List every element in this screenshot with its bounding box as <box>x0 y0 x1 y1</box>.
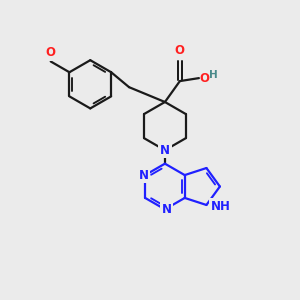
Text: N: N <box>161 203 171 216</box>
Text: N: N <box>139 169 149 182</box>
Text: O: O <box>200 72 209 85</box>
Text: NH: NH <box>211 200 231 213</box>
Text: O: O <box>175 44 185 56</box>
Text: N: N <box>160 144 170 157</box>
Text: O: O <box>46 46 56 59</box>
Text: H: H <box>209 70 218 80</box>
